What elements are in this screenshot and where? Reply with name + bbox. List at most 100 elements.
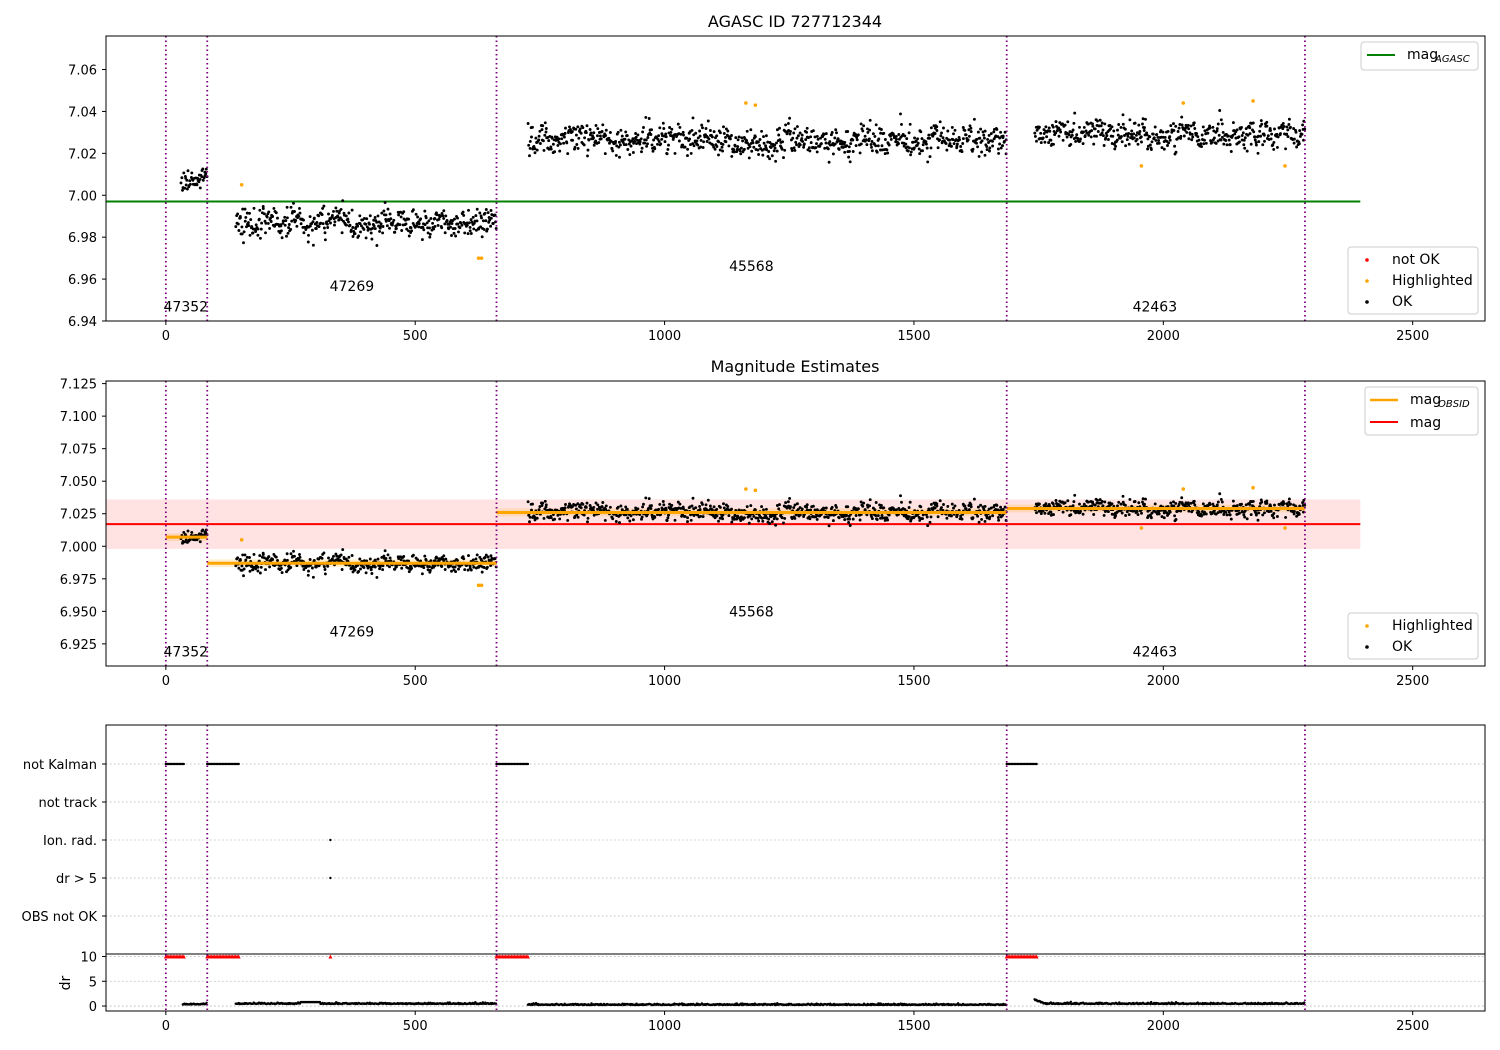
agasc-ok-point: [1084, 129, 1088, 133]
agasc-ok-point: [330, 214, 334, 217]
agasc-ok-point: [387, 219, 391, 223]
agasc-highlighted-point: [1283, 164, 1287, 168]
agasc-ok-point: [442, 209, 446, 213]
magnitude-ok-point: [271, 557, 275, 561]
magnitude-ok-point: [381, 564, 385, 568]
agasc-ok-point: [382, 209, 386, 213]
agasc-ok-point: [184, 183, 188, 187]
agasc-ok-point: [1035, 139, 1038, 143]
agasc-ok-point: [1095, 134, 1098, 138]
agasc-ok-point: [1238, 140, 1241, 144]
agasc-ok-point: [1104, 136, 1108, 140]
agasc-ok-point: [364, 222, 368, 226]
agasc-ok-point: [598, 134, 602, 138]
agasc-ok-point: [462, 213, 466, 217]
agasc-ok-point: [238, 216, 242, 220]
magnitude-ok-point: [1168, 510, 1172, 514]
agasc-ok-point: [1037, 125, 1041, 129]
agasc-ok-point: [541, 139, 545, 143]
agasc-ok-point: [1096, 119, 1099, 123]
magnitude-ok-point: [683, 514, 687, 518]
agasc-obsid-label-42463: 42463: [1133, 299, 1178, 315]
agasc-ok-point: [769, 146, 773, 149]
agasc-panel-title: AGASC ID 727712344: [708, 12, 882, 31]
magnitude-ok-point: [411, 553, 415, 557]
agasc-ok-point: [721, 142, 725, 146]
agasc-ok-point: [558, 149, 562, 153]
magnitude-ok-point: [362, 566, 366, 569]
agasc-ok-point: [1067, 133, 1071, 137]
agasc-ok-point: [1119, 125, 1123, 129]
agasc-ok-point: [814, 146, 818, 150]
magnitude-obsid-label-47352: 47352: [164, 645, 209, 661]
agasc-ok-point: [645, 144, 649, 148]
magnitude-ok-point: [1203, 510, 1206, 514]
agasc-ok-point: [903, 134, 907, 138]
agasc-xtick-label-2000: 2000: [1147, 329, 1180, 344]
agasc-ok-point: [1141, 117, 1145, 121]
agasc-ok-point: [863, 134, 867, 138]
agasc-ok-point: [1231, 121, 1235, 125]
agasc-ok-point: [756, 148, 760, 152]
agasc-ok-point: [581, 126, 585, 130]
legend-marker-highlighted: [1365, 279, 1369, 283]
magnitude-ok-point: [399, 558, 403, 562]
agasc-ok-point: [323, 238, 327, 242]
magnitude-ok-point: [581, 502, 585, 506]
agasc-ok-point: [1082, 130, 1085, 134]
agasc-ok-point: [900, 122, 903, 126]
agasc-ok-point: [294, 218, 298, 222]
agasc-ok-point: [724, 127, 728, 131]
magnitude-ok-point: [419, 559, 423, 563]
flag-point: [182, 762, 185, 766]
magnitude-ok-point: [757, 519, 761, 523]
agasc-ok-point: [745, 138, 749, 142]
magnitude-ok-point: [1140, 511, 1143, 515]
magnitude-ok-point: [382, 554, 386, 558]
agasc-ok-point: [348, 223, 352, 227]
magnitude-ok-point: [195, 538, 199, 542]
magnitude-ok-point: [722, 502, 725, 506]
agasc-ok-point: [1292, 127, 1296, 130]
agasc-ok-point: [1193, 127, 1197, 130]
agasc-ok-point: [248, 233, 252, 237]
magnitude-ok-point: [631, 518, 635, 522]
agasc-ok-point: [802, 142, 806, 146]
agasc-ok-point: [879, 131, 883, 135]
magnitude-ok-point: [388, 565, 391, 569]
magnitude-ok-point: [468, 564, 472, 568]
magnitude-ok-point: [662, 503, 666, 507]
agasc-highlighted-point: [1181, 101, 1186, 105]
agasc-ok-point: [856, 133, 860, 137]
agasc-ok-point: [544, 127, 548, 130]
agasc-ok-point: [815, 142, 818, 146]
agasc-ok-point: [308, 215, 312, 219]
magnitude-ok-point: [276, 559, 279, 562]
agasc-ok-point: [807, 146, 811, 150]
legend-marker-ok: [1365, 300, 1369, 304]
agasc-ok-point: [986, 137, 990, 141]
agasc-ok-point: [373, 216, 377, 219]
dr-clipped-marker: [236, 954, 241, 959]
agasc-ok-point: [874, 123, 878, 127]
agasc-ok-point: [698, 129, 702, 133]
agasc-ok-point: [281, 221, 285, 225]
magnitude-ytick-label-3: 7.000: [60, 540, 97, 555]
magnitude-ok-point: [1292, 512, 1296, 516]
agasc-ok-point: [254, 230, 258, 233]
agasc-ok-point: [659, 142, 663, 146]
agasc-ok-point: [796, 134, 800, 138]
agasc-ok-point: [690, 128, 694, 132]
magnitude-ok-point: [435, 556, 439, 560]
agasc-ok-point: [1204, 141, 1208, 145]
magnitude-ok-point: [749, 504, 753, 508]
agasc-ok-point: [611, 149, 615, 153]
agasc-ok-point: [866, 127, 869, 131]
agasc-ok-point: [1167, 141, 1171, 145]
agasc-ok-point: [251, 231, 255, 235]
agasc-ok-point: [607, 136, 611, 140]
agasc-ok-point: [286, 231, 290, 235]
agasc-ok-point: [297, 214, 301, 218]
magnitude-ok-point: [323, 568, 327, 571]
magnitude-ok-point: [1137, 501, 1141, 505]
